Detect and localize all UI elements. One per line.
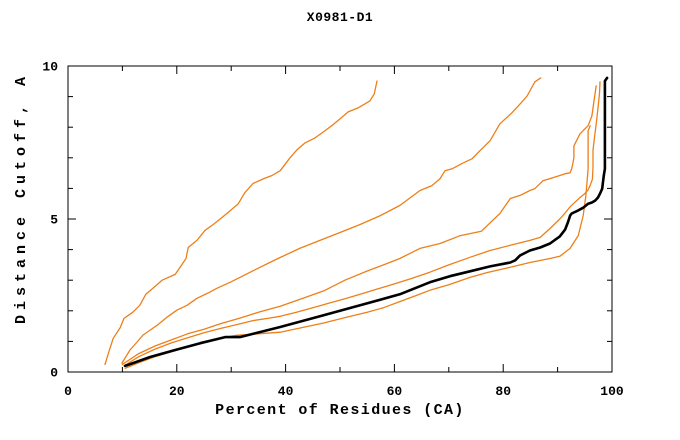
series-orange-line-3 [121, 85, 597, 366]
x-tick-label: 80 [495, 384, 511, 399]
series-orange-line-1 [104, 80, 378, 366]
y-tick-label: 10 [42, 60, 58, 75]
x-tick-label: 60 [387, 384, 403, 399]
x-tick-label: 20 [169, 384, 185, 399]
series-orange-line-2 [121, 77, 542, 364]
data-series [104, 76, 609, 369]
axis-ticks [67, 65, 613, 373]
chart-title: X0981-D1 [306, 10, 374, 25]
y-tick-label: 0 [50, 366, 58, 381]
tick-labels: 0 20 40 60 80 100 0 5 10 [42, 60, 624, 400]
x-tick-label: 100 [600, 384, 624, 399]
y-tick-label: 5 [50, 213, 58, 228]
series-orange-line-4 [123, 81, 601, 367]
x-tick-label: 40 [278, 384, 294, 399]
y-axis-label: Distance Cutoff, A [13, 71, 30, 325]
series-black-line [123, 76, 609, 368]
x-tick-label: 0 [64, 384, 72, 399]
plot-frame [67, 65, 613, 373]
x-axis-label: Percent of Residues (CA) [215, 402, 465, 419]
